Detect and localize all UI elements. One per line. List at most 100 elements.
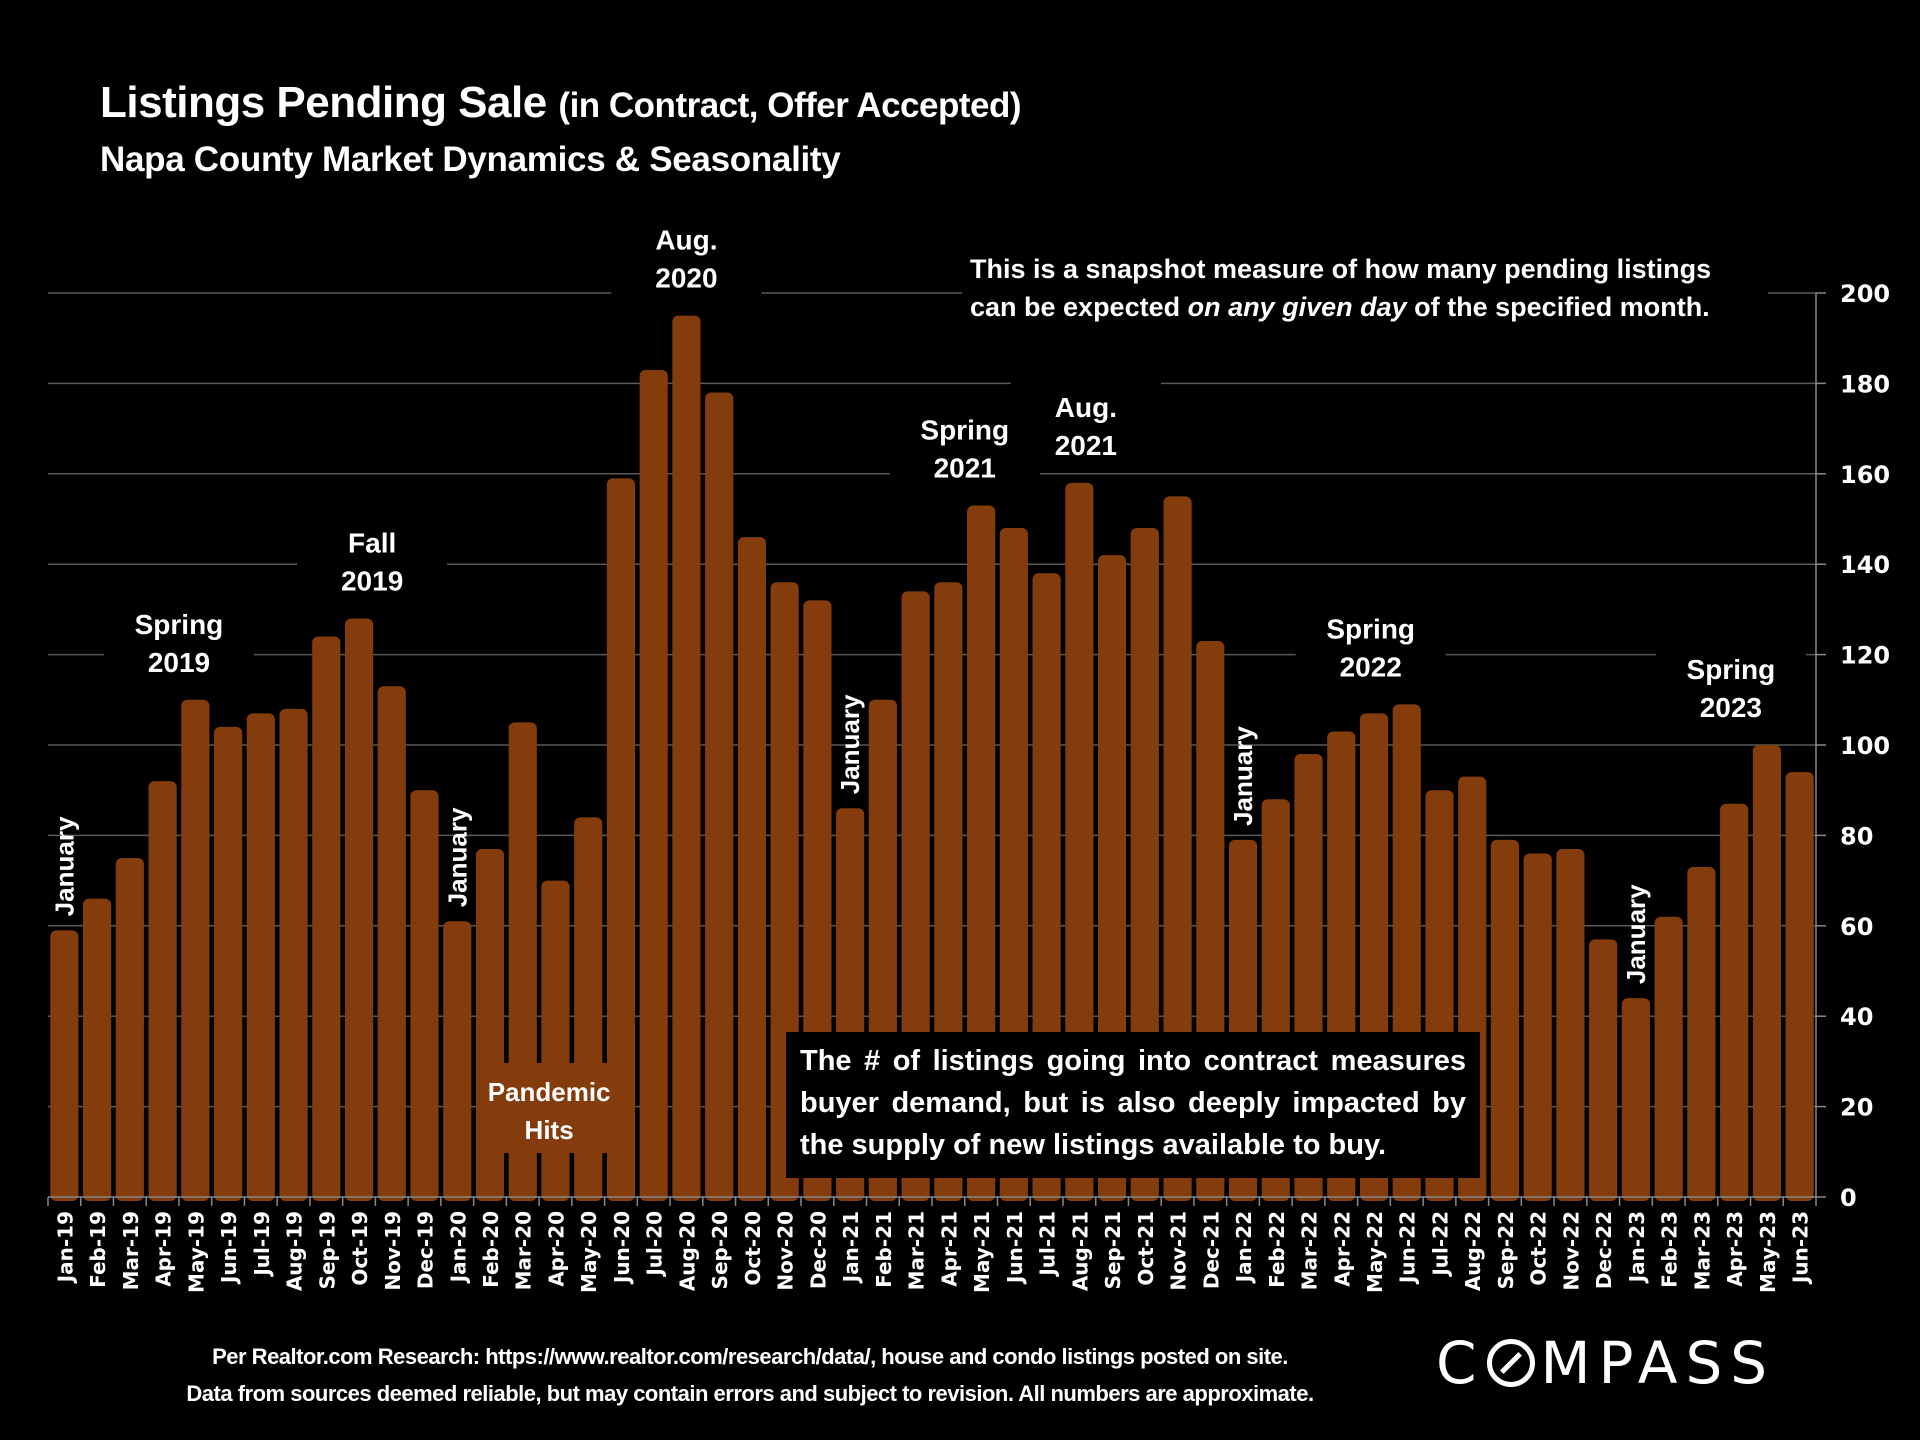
x-tick-label: Mar-19 xyxy=(119,1211,143,1290)
annotation-label-line1: Fall xyxy=(348,527,396,558)
x-tick-label: Apr-22 xyxy=(1330,1211,1354,1287)
x-tick-label: Dec-19 xyxy=(414,1211,438,1289)
bar-Sep-22 xyxy=(1490,839,1520,1201)
x-tick-label: May-21 xyxy=(970,1211,994,1293)
x-tick-label: Mar-21 xyxy=(905,1211,929,1290)
x-tick-label: Jul-22 xyxy=(1428,1211,1452,1278)
bar-Dec-19 xyxy=(410,790,439,1201)
annotation-january: January xyxy=(1228,726,1258,826)
y-tick-label: 180 xyxy=(1840,370,1890,398)
x-tick-label: Sep-22 xyxy=(1494,1211,1518,1289)
x-tick-label: Feb-19 xyxy=(86,1211,110,1288)
logo-text-end: MPASS xyxy=(1540,1329,1776,1397)
annotation-january: January xyxy=(442,807,472,907)
x-tick-label: Feb-22 xyxy=(1265,1211,1289,1288)
annotation-label-line2: 2022 xyxy=(1340,651,1402,682)
x-tick-label: Nov-22 xyxy=(1559,1211,1583,1291)
x-tick-label: May-20 xyxy=(577,1211,601,1293)
bar-Jul-19 xyxy=(246,713,275,1201)
bar-May-21 xyxy=(967,505,996,1201)
annotation-january: January xyxy=(835,694,865,794)
compass-logo: C MPASS xyxy=(1436,1329,1775,1397)
annotation-label-line1: Spring xyxy=(135,609,224,640)
logo-text-start: C xyxy=(1436,1329,1485,1397)
y-tick-label: 140 xyxy=(1840,551,1890,579)
x-tick-label: Mar-20 xyxy=(512,1211,536,1290)
bar-Dec-22 xyxy=(1589,939,1618,1201)
y-tick-label: 120 xyxy=(1840,642,1890,670)
bar-Aug-19 xyxy=(279,708,308,1201)
x-tick-label: Feb-21 xyxy=(872,1211,896,1288)
chart-subtitle: Napa County Market Dynamics & Seasonalit… xyxy=(100,140,841,179)
y-tick-label: 100 xyxy=(1840,732,1890,760)
annotation-january: January xyxy=(1621,884,1651,984)
bar-Jun-19 xyxy=(213,726,243,1201)
x-tick-label: Jan-23 xyxy=(1625,1211,1649,1284)
bar-Oct-19 xyxy=(344,618,374,1201)
x-tick-label: Oct-22 xyxy=(1527,1211,1551,1286)
bar-May-23 xyxy=(1752,745,1781,1201)
y-tick-label: 20 xyxy=(1840,1094,1873,1122)
bar-Oct-20 xyxy=(737,537,767,1201)
chart-title-paren: (in Contract, Offer Accepted) xyxy=(558,86,1022,125)
x-tick-label: Sep-19 xyxy=(315,1211,339,1289)
bar-Nov-21 xyxy=(1163,496,1192,1201)
x-tick-label: Aug-20 xyxy=(675,1211,699,1291)
x-tick-label: Jun-22 xyxy=(1396,1211,1420,1285)
bar-Oct-22 xyxy=(1523,853,1552,1201)
x-tick-label: Dec-22 xyxy=(1592,1211,1616,1289)
y-tick-label: 200 xyxy=(1840,280,1890,308)
y-tick-label: 80 xyxy=(1840,822,1873,850)
x-tick-label: Jan-19 xyxy=(53,1211,77,1284)
x-tick-label: May-22 xyxy=(1363,1211,1387,1293)
pandemic-label-bg xyxy=(479,1063,619,1153)
x-tick-label: Apr-21 xyxy=(937,1211,961,1287)
x-tick-label: Oct-19 xyxy=(348,1211,372,1286)
axes: 0 20 40 60 80 100 120 140 160 180 200 Jan-19 Feb-19 M… xyxy=(47,280,1890,1293)
bar-Aug-21 xyxy=(1065,482,1094,1202)
snapshot-note: This is a snapshot measure of how many p… xyxy=(962,250,1768,326)
x-tick-label: Aug-19 xyxy=(283,1211,307,1291)
x-tick-label: May-19 xyxy=(184,1211,208,1293)
snapshot-note-emphasis: on any given day xyxy=(1187,292,1407,322)
annotation-bg xyxy=(1295,600,1446,685)
y-tick-label: 0 xyxy=(1840,1184,1857,1212)
bar-Jan-20 xyxy=(443,921,472,1201)
x-tick-label: Aug-21 xyxy=(1068,1211,1092,1291)
x-tick-label: Sep-20 xyxy=(708,1211,732,1289)
x-tick-label: Jan-20 xyxy=(446,1211,470,1284)
x-tick-label: Jun-19 xyxy=(217,1211,241,1285)
annotation-bg xyxy=(297,514,448,599)
annotation-label-line2: 2019 xyxy=(148,647,210,678)
chart-title-main: Listings Pending Sale xyxy=(100,78,547,127)
bar-Feb-19 xyxy=(83,898,112,1201)
y-tick-label: 40 xyxy=(1840,1003,1873,1031)
compass-o-icon xyxy=(1486,1339,1535,1387)
annotation-label-line1: Aug. xyxy=(655,225,717,256)
annotation-label-line2: 2020 xyxy=(655,263,717,294)
x-tick-label: Dec-21 xyxy=(1199,1211,1223,1289)
annotation-pandemic-line: Hits xyxy=(525,1115,574,1145)
bar-Jan-23 xyxy=(1621,998,1651,1201)
bar-Apr-19 xyxy=(148,781,177,1201)
x-tick-label: Nov-19 xyxy=(381,1211,405,1291)
x-tick-label: Sep-21 xyxy=(1101,1211,1125,1289)
demand-note-box: The # of listings going into contract me… xyxy=(786,1032,1480,1178)
bar-Nov-19 xyxy=(377,686,406,1201)
x-tick-label: Jan-22 xyxy=(1232,1211,1256,1284)
x-tick-label: Jun-23 xyxy=(1789,1211,1813,1285)
x-tick-label: Feb-23 xyxy=(1658,1211,1682,1288)
bar-Jul-20 xyxy=(639,369,668,1202)
bar-Jan-19 xyxy=(50,930,79,1201)
annotation-label-line2: 2019 xyxy=(341,565,403,596)
x-tick-label: Oct-21 xyxy=(1134,1211,1158,1286)
x-tick-label: Aug-22 xyxy=(1461,1211,1485,1291)
snapshot-note-text: This is a snapshot measure of how many p… xyxy=(970,254,1712,322)
bar-Sep-19 xyxy=(312,636,341,1201)
bar-Aug-20 xyxy=(672,315,701,1202)
annotation-label-line1: Spring xyxy=(1687,654,1776,685)
bar-Mar-23 xyxy=(1687,867,1716,1201)
disclaimer-note: Data from sources deemed reliable, but m… xyxy=(186,1381,1314,1406)
bar-Feb-23 xyxy=(1654,916,1683,1201)
